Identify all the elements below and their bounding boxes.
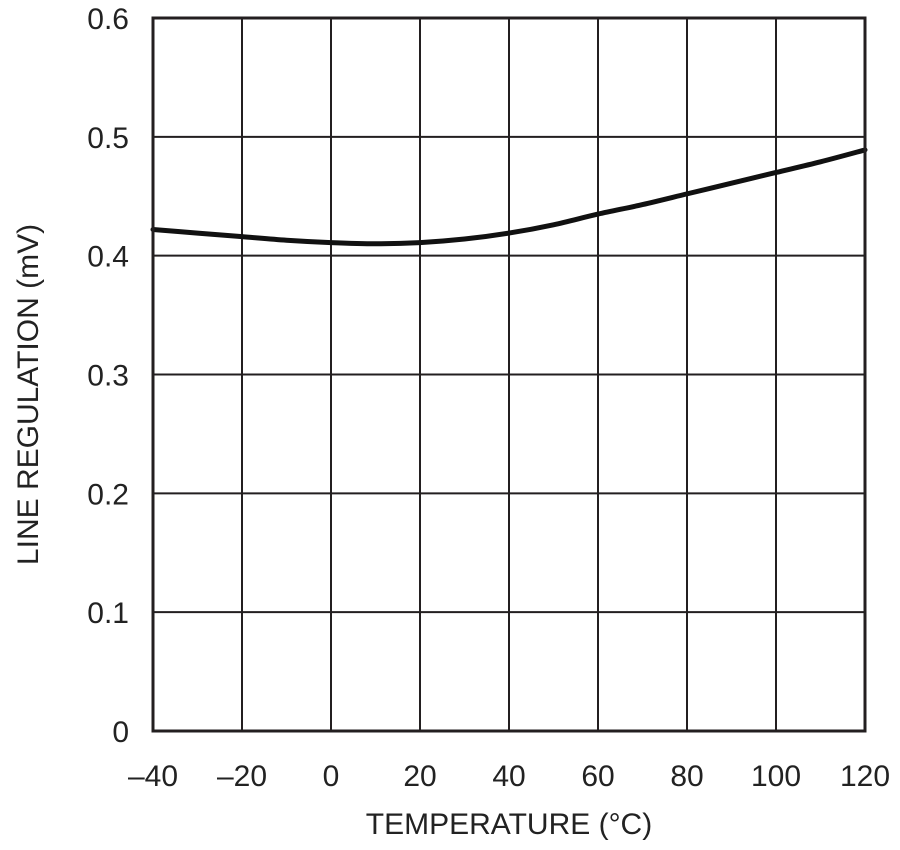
x-axis-tick-labels: –40 –20 0 20 40 60 80 100 120	[128, 760, 890, 793]
series-line	[150, 147, 868, 247]
y-tick-label: 0.5	[87, 122, 129, 155]
y-tick-label: 0.3	[87, 360, 129, 393]
y-tick-label: 0.4	[87, 241, 129, 274]
x-tick-label: 0	[323, 760, 340, 793]
y-axis-label: LINE REGULATION (mV)	[12, 224, 45, 565]
x-tick-label: 80	[670, 760, 703, 793]
x-tick-label: 120	[840, 760, 890, 793]
plot-frame	[151, 16, 867, 733]
y-tick-label: 0.1	[87, 597, 129, 630]
x-tick-label: –20	[217, 760, 267, 793]
y-axis-tick-labels: 0 0.1 0.2 0.3 0.4 0.5 0.6	[87, 3, 129, 749]
x-tick-label: –40	[128, 760, 178, 793]
y-tick-label: 0	[112, 716, 129, 749]
x-tick-label: 60	[581, 760, 614, 793]
y-tick-label: 0.2	[87, 478, 129, 511]
grid-lines	[152, 17, 866, 732]
x-tick-label: 40	[492, 760, 525, 793]
x-tick-label: 20	[403, 760, 436, 793]
x-axis-label: TEMPERATURE (°C)	[366, 808, 652, 841]
x-tick-label: 100	[751, 760, 801, 793]
series-layer	[150, 147, 868, 247]
y-tick-label: 0.6	[87, 3, 129, 36]
